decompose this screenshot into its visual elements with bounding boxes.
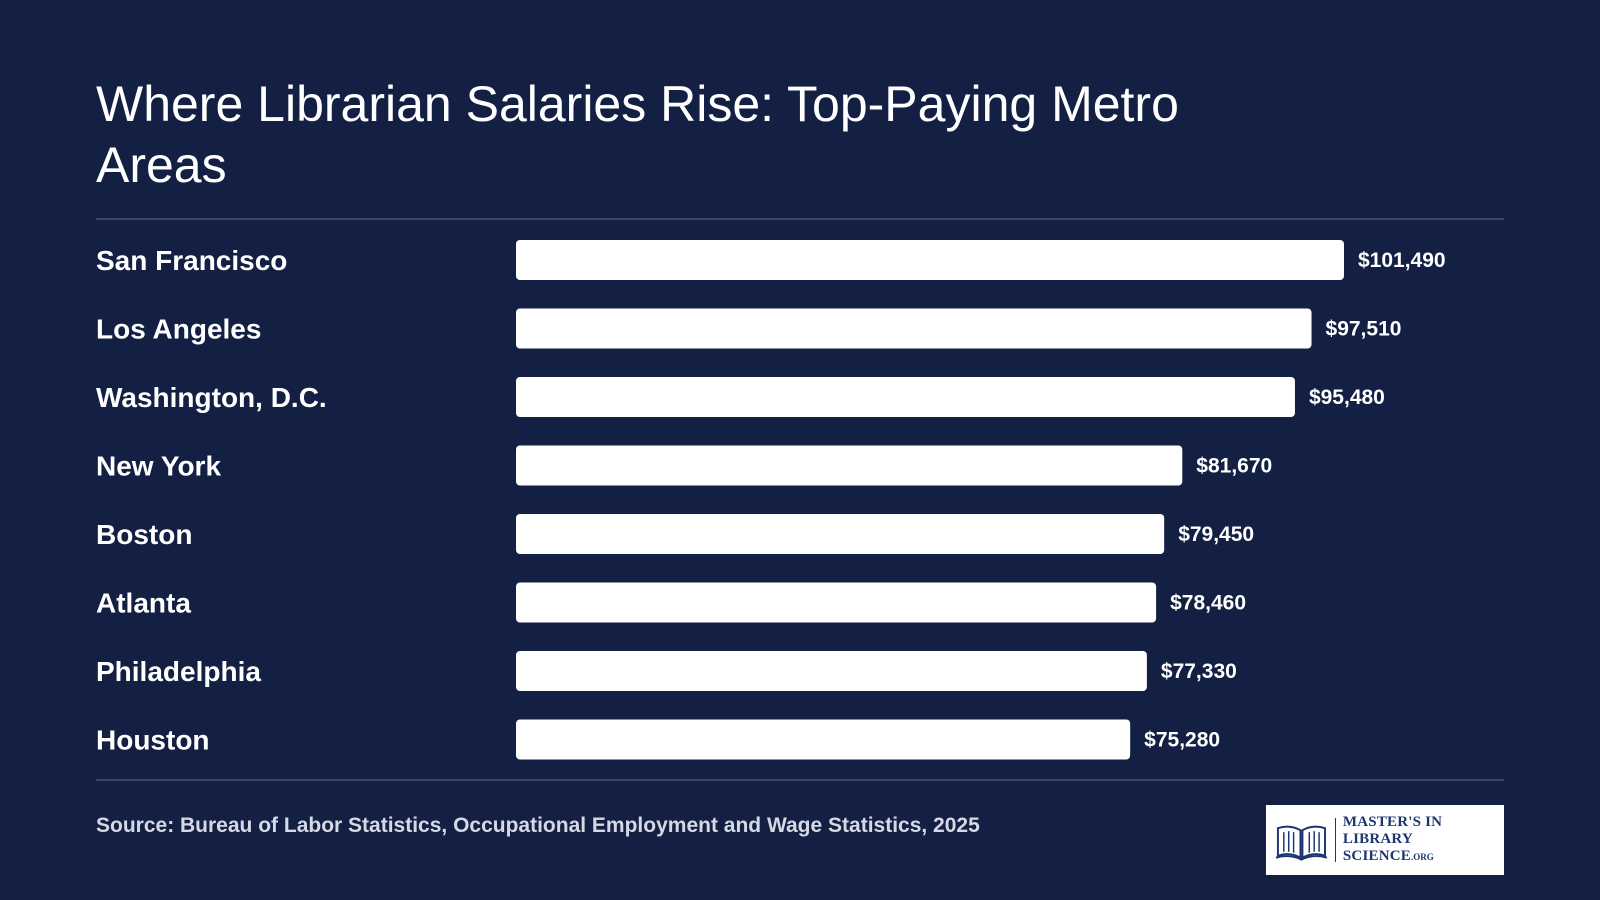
- value-label: $78,460: [1170, 592, 1246, 615]
- salary-bar: [516, 377, 1295, 417]
- category-label: Houston: [96, 725, 210, 756]
- category-label: Washington, D.C.: [96, 382, 327, 413]
- salary-bar: [516, 582, 1157, 623]
- category-label: Philadelphia: [96, 656, 261, 687]
- category-label: New York: [96, 451, 221, 482]
- salary-bar: [516, 719, 1131, 760]
- value-label: $77,330: [1161, 660, 1237, 683]
- value-label: $101,490: [1358, 249, 1446, 272]
- page-title: Where Librarian Salaries Rise: Top-Payin…: [96, 76, 1179, 193]
- salary-bar: [516, 445, 1183, 486]
- category-label: Boston: [96, 519, 192, 550]
- source-note: Source: Bureau of Labor Statistics, Occu…: [96, 814, 980, 837]
- category-label: Atlanta: [96, 588, 191, 619]
- top-divider: [96, 218, 1504, 220]
- salary-bar: [516, 308, 1312, 349]
- value-label: $95,480: [1309, 386, 1385, 409]
- salary-bar: [516, 240, 1344, 280]
- logo-line-2: LIBRARY SCIENCE.ORG: [1343, 831, 1504, 866]
- bottom-divider: [96, 779, 1504, 781]
- logo-wordmark: MASTER'S IN LIBRARY SCIENCE.ORG: [1343, 814, 1504, 866]
- logo-line-2-text: LIBRARY SCIENCE: [1342, 831, 1413, 864]
- value-label: $81,670: [1196, 455, 1272, 478]
- value-label: $97,510: [1326, 318, 1402, 341]
- logo-line-1: MASTER'S IN: [1342, 814, 1443, 830]
- category-label: Los Angeles: [96, 314, 261, 345]
- logo-suffix: .ORG: [1410, 852, 1434, 862]
- logo-divider: [1334, 818, 1336, 862]
- value-label: $75,280: [1144, 729, 1220, 752]
- value-label: $79,450: [1178, 523, 1254, 546]
- salary-bar: [516, 514, 1165, 554]
- open-book-icon: [1275, 825, 1328, 861]
- category-label: San Francisco: [96, 245, 287, 276]
- salary-bar: [516, 651, 1147, 691]
- brand-logo: MASTER'S IN LIBRARY SCIENCE.ORG: [1266, 805, 1504, 875]
